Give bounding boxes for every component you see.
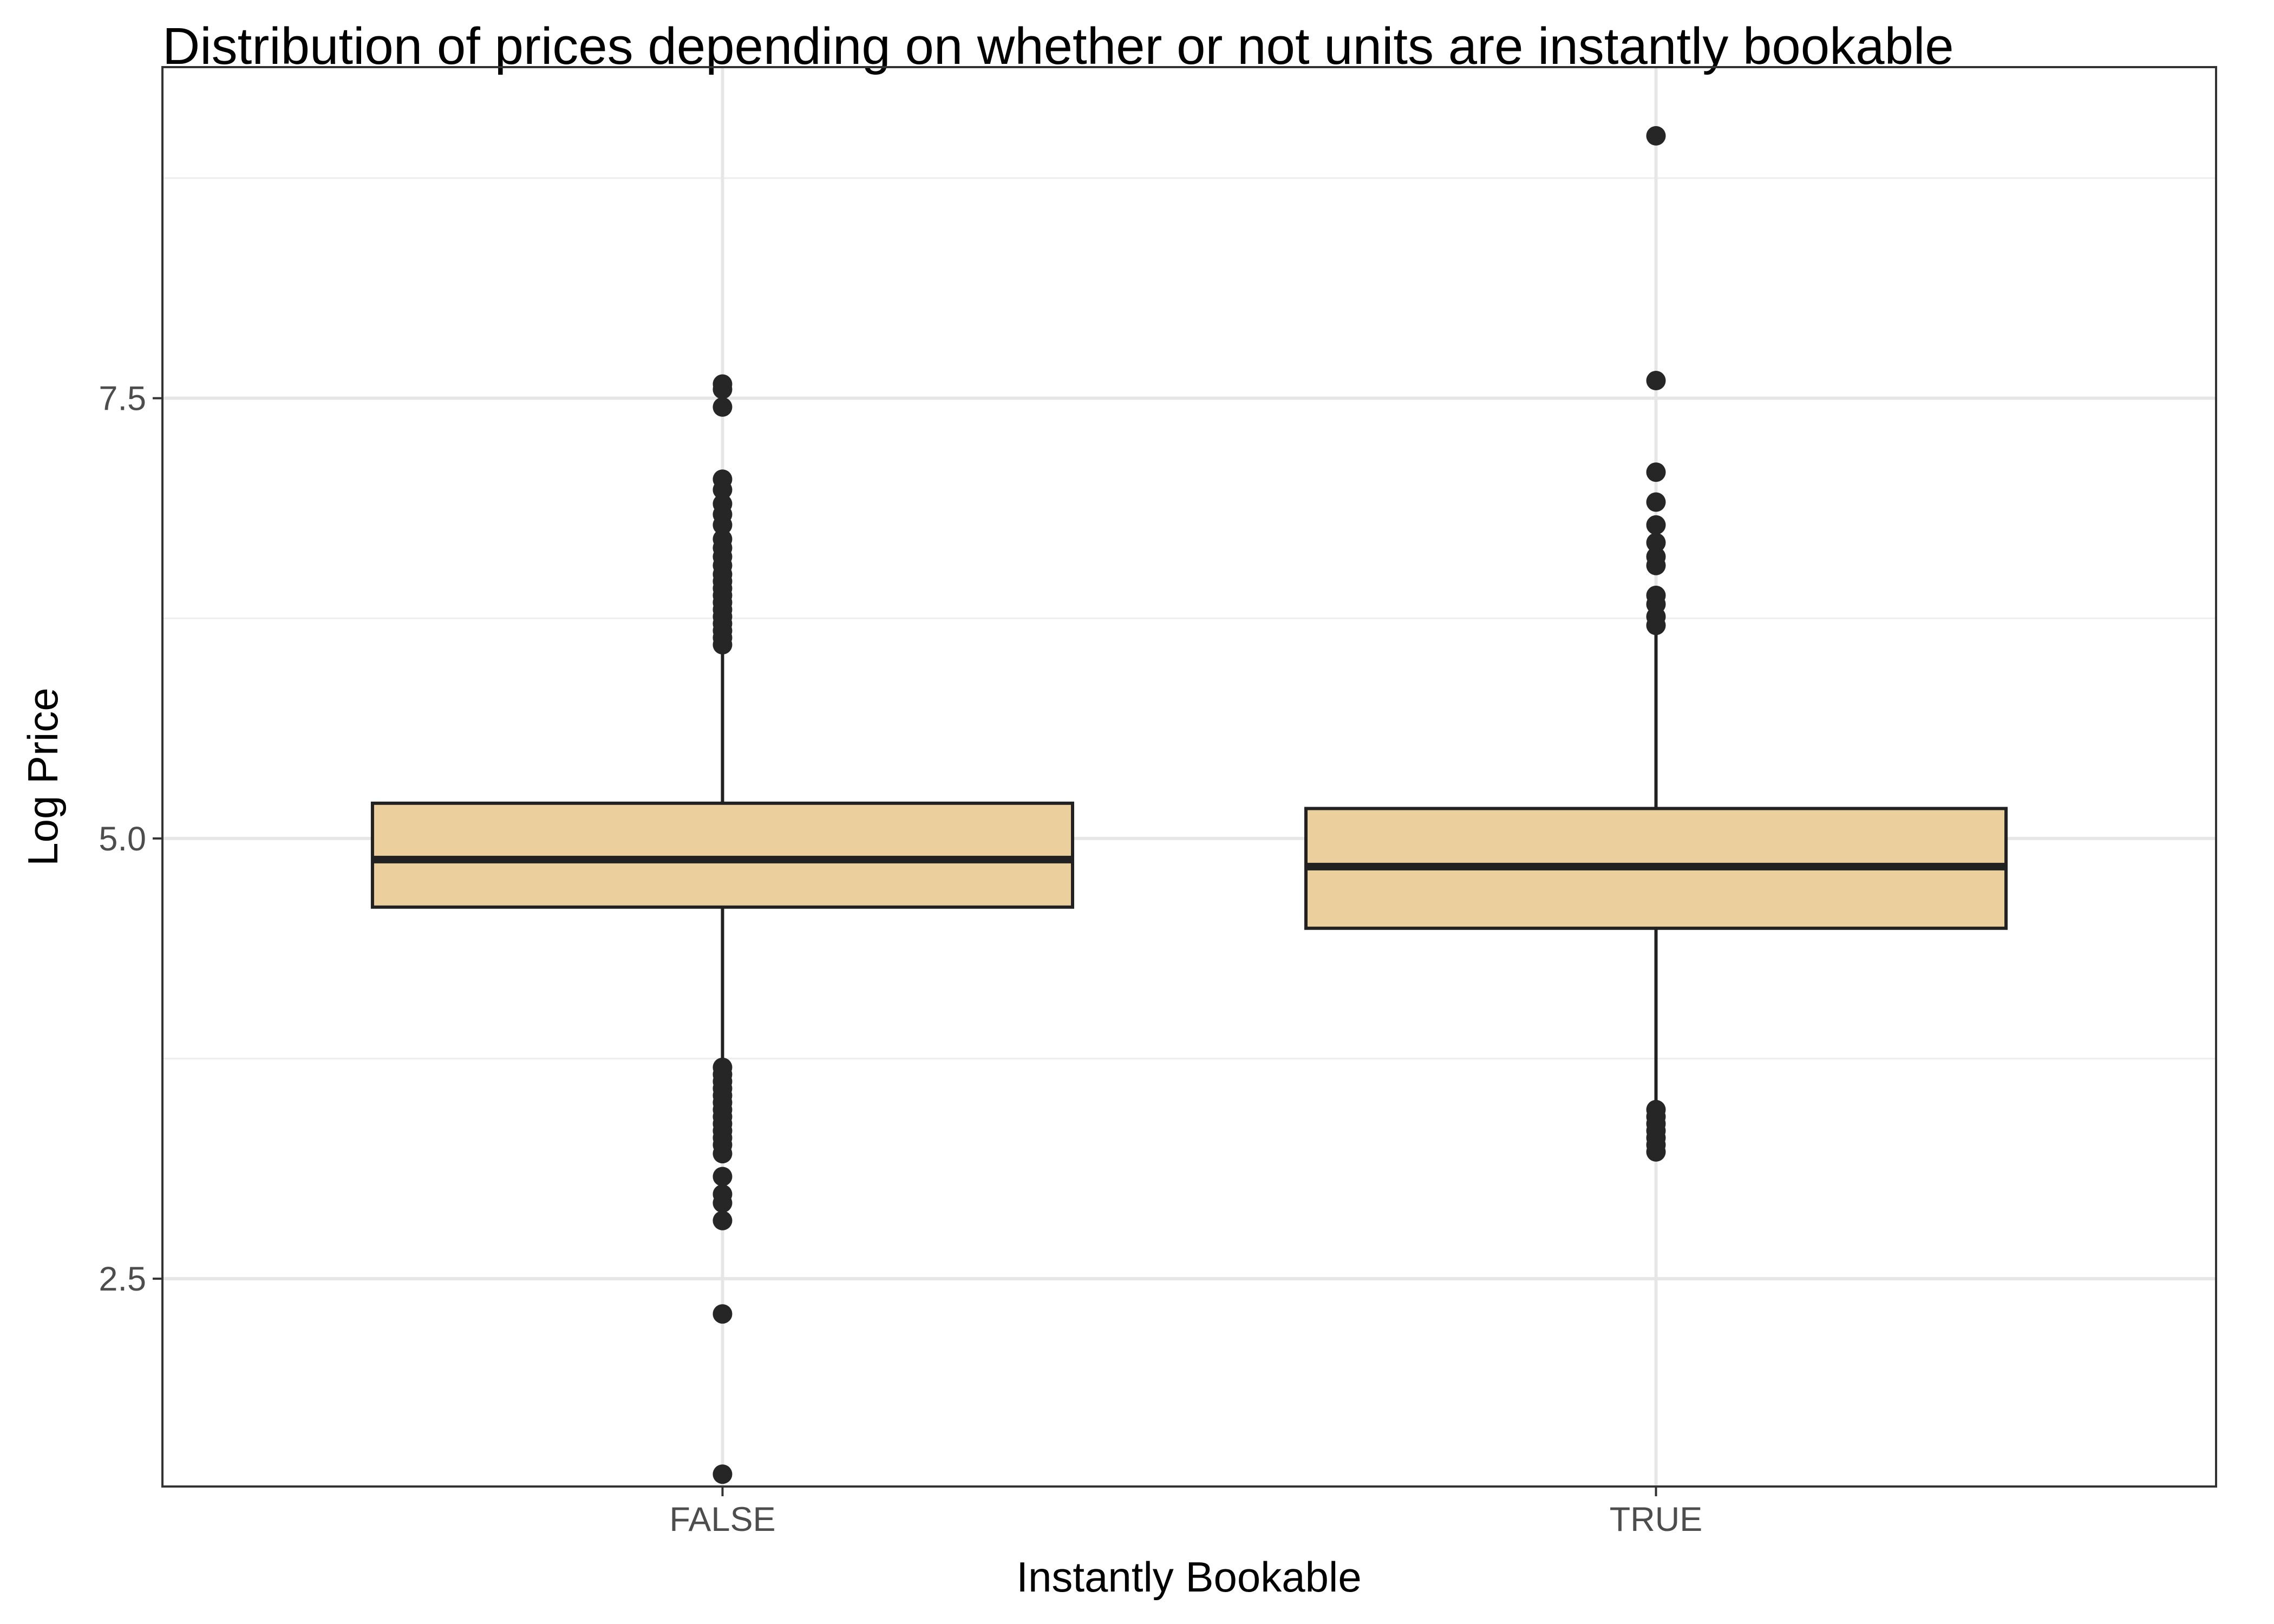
y-tick-label: 5.0 [99, 820, 146, 858]
outlier-point [713, 515, 733, 535]
outlier-point [1646, 126, 1666, 146]
outlier-point [713, 1167, 733, 1187]
outlier-point [713, 1193, 733, 1213]
y-tick-label: 7.5 [99, 380, 146, 418]
outlier-point [713, 379, 733, 400]
grid-lines [162, 67, 2216, 1487]
x-tick-label: TRUE [1610, 1501, 1703, 1538]
box-series [370, 126, 2008, 1484]
outlier-point [713, 1144, 733, 1164]
box-false [370, 374, 1074, 1484]
outlier-point [1646, 615, 1666, 636]
outlier-point [713, 1464, 733, 1484]
plot-panel-border [161, 66, 2217, 1488]
outlier-point [1646, 371, 1666, 391]
iqr-box [370, 801, 1074, 909]
outlier-point [713, 635, 733, 655]
y-tick-label: 2.5 [99, 1260, 146, 1298]
outlier-point [1646, 515, 1666, 535]
box-true [1304, 126, 2008, 1162]
x-axis-title: Instantly Bookable [1016, 1553, 1361, 1601]
outlier-point [1646, 492, 1666, 512]
y-axis-title: Log Price [19, 687, 67, 866]
outlier-point [1646, 555, 1666, 575]
outlier-point [1646, 462, 1666, 482]
outlier-point [1646, 1142, 1666, 1162]
chart-title: Distribution of prices depending on whet… [162, 17, 1954, 75]
axes: 2.5 5.0 7.5 FALSE TRUE [99, 380, 1702, 1538]
outlier-point [1646, 533, 1666, 553]
outlier-point [713, 480, 733, 500]
outlier-point [713, 1304, 733, 1324]
outlier-point [713, 397, 733, 417]
outlier-point [713, 1210, 733, 1230]
x-tick-label: FALSE [669, 1501, 775, 1538]
